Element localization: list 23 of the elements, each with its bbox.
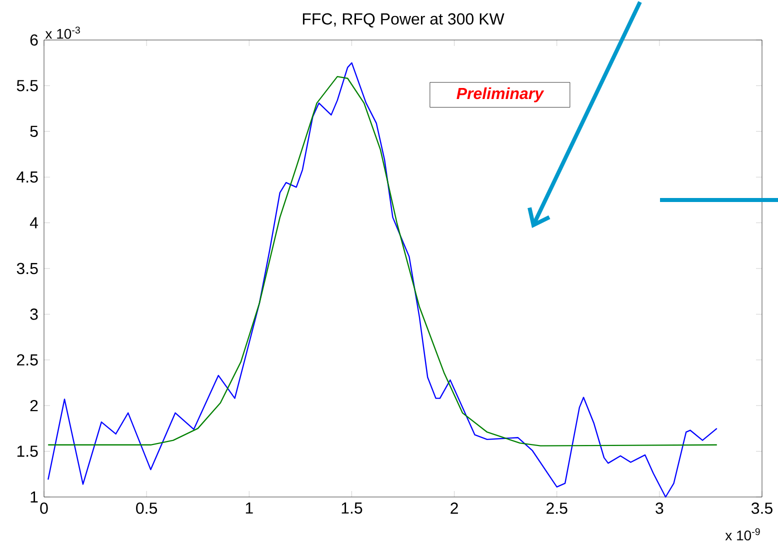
annotation: Preliminary	[456, 87, 544, 102]
y-tick-label: 1	[30, 491, 38, 503]
y-axis-title: x 10$^{-3}$	[45, 26, 80, 39]
y-tick-label: 6	[30, 34, 38, 46]
x-tick-label: 2.5	[546, 502, 568, 514]
x-tick-label: 1.5	[342, 502, 362, 514]
x-tick-label: 1	[246, 502, 253, 514]
y-tick-label: 3.5	[16, 262, 38, 274]
x-tick-label: 2	[450, 502, 458, 514]
x-tick-label: 3.5	[751, 502, 772, 514]
x-tick-label: 3	[656, 502, 664, 514]
y-tick-label: 3	[30, 308, 38, 320]
x-axis-title: x 10$^{-9}$	[725, 528, 760, 540]
y-tick-label: 5.5	[16, 80, 38, 92]
y-tick-label: 4.5	[16, 172, 38, 183]
y-tick-label: 5	[30, 126, 38, 137]
y-tick-label: 2	[30, 400, 38, 412]
x-tick-label: 0	[40, 502, 48, 514]
chart-title: FFC, RFQ Power at 300 KW	[302, 13, 504, 28]
y-tick-label: 4	[30, 217, 38, 228]
y-tick-label: 1.5	[17, 446, 38, 457]
x-tick-label: 0.5	[136, 502, 158, 514]
y-tick-label: 2.5	[17, 354, 38, 366]
